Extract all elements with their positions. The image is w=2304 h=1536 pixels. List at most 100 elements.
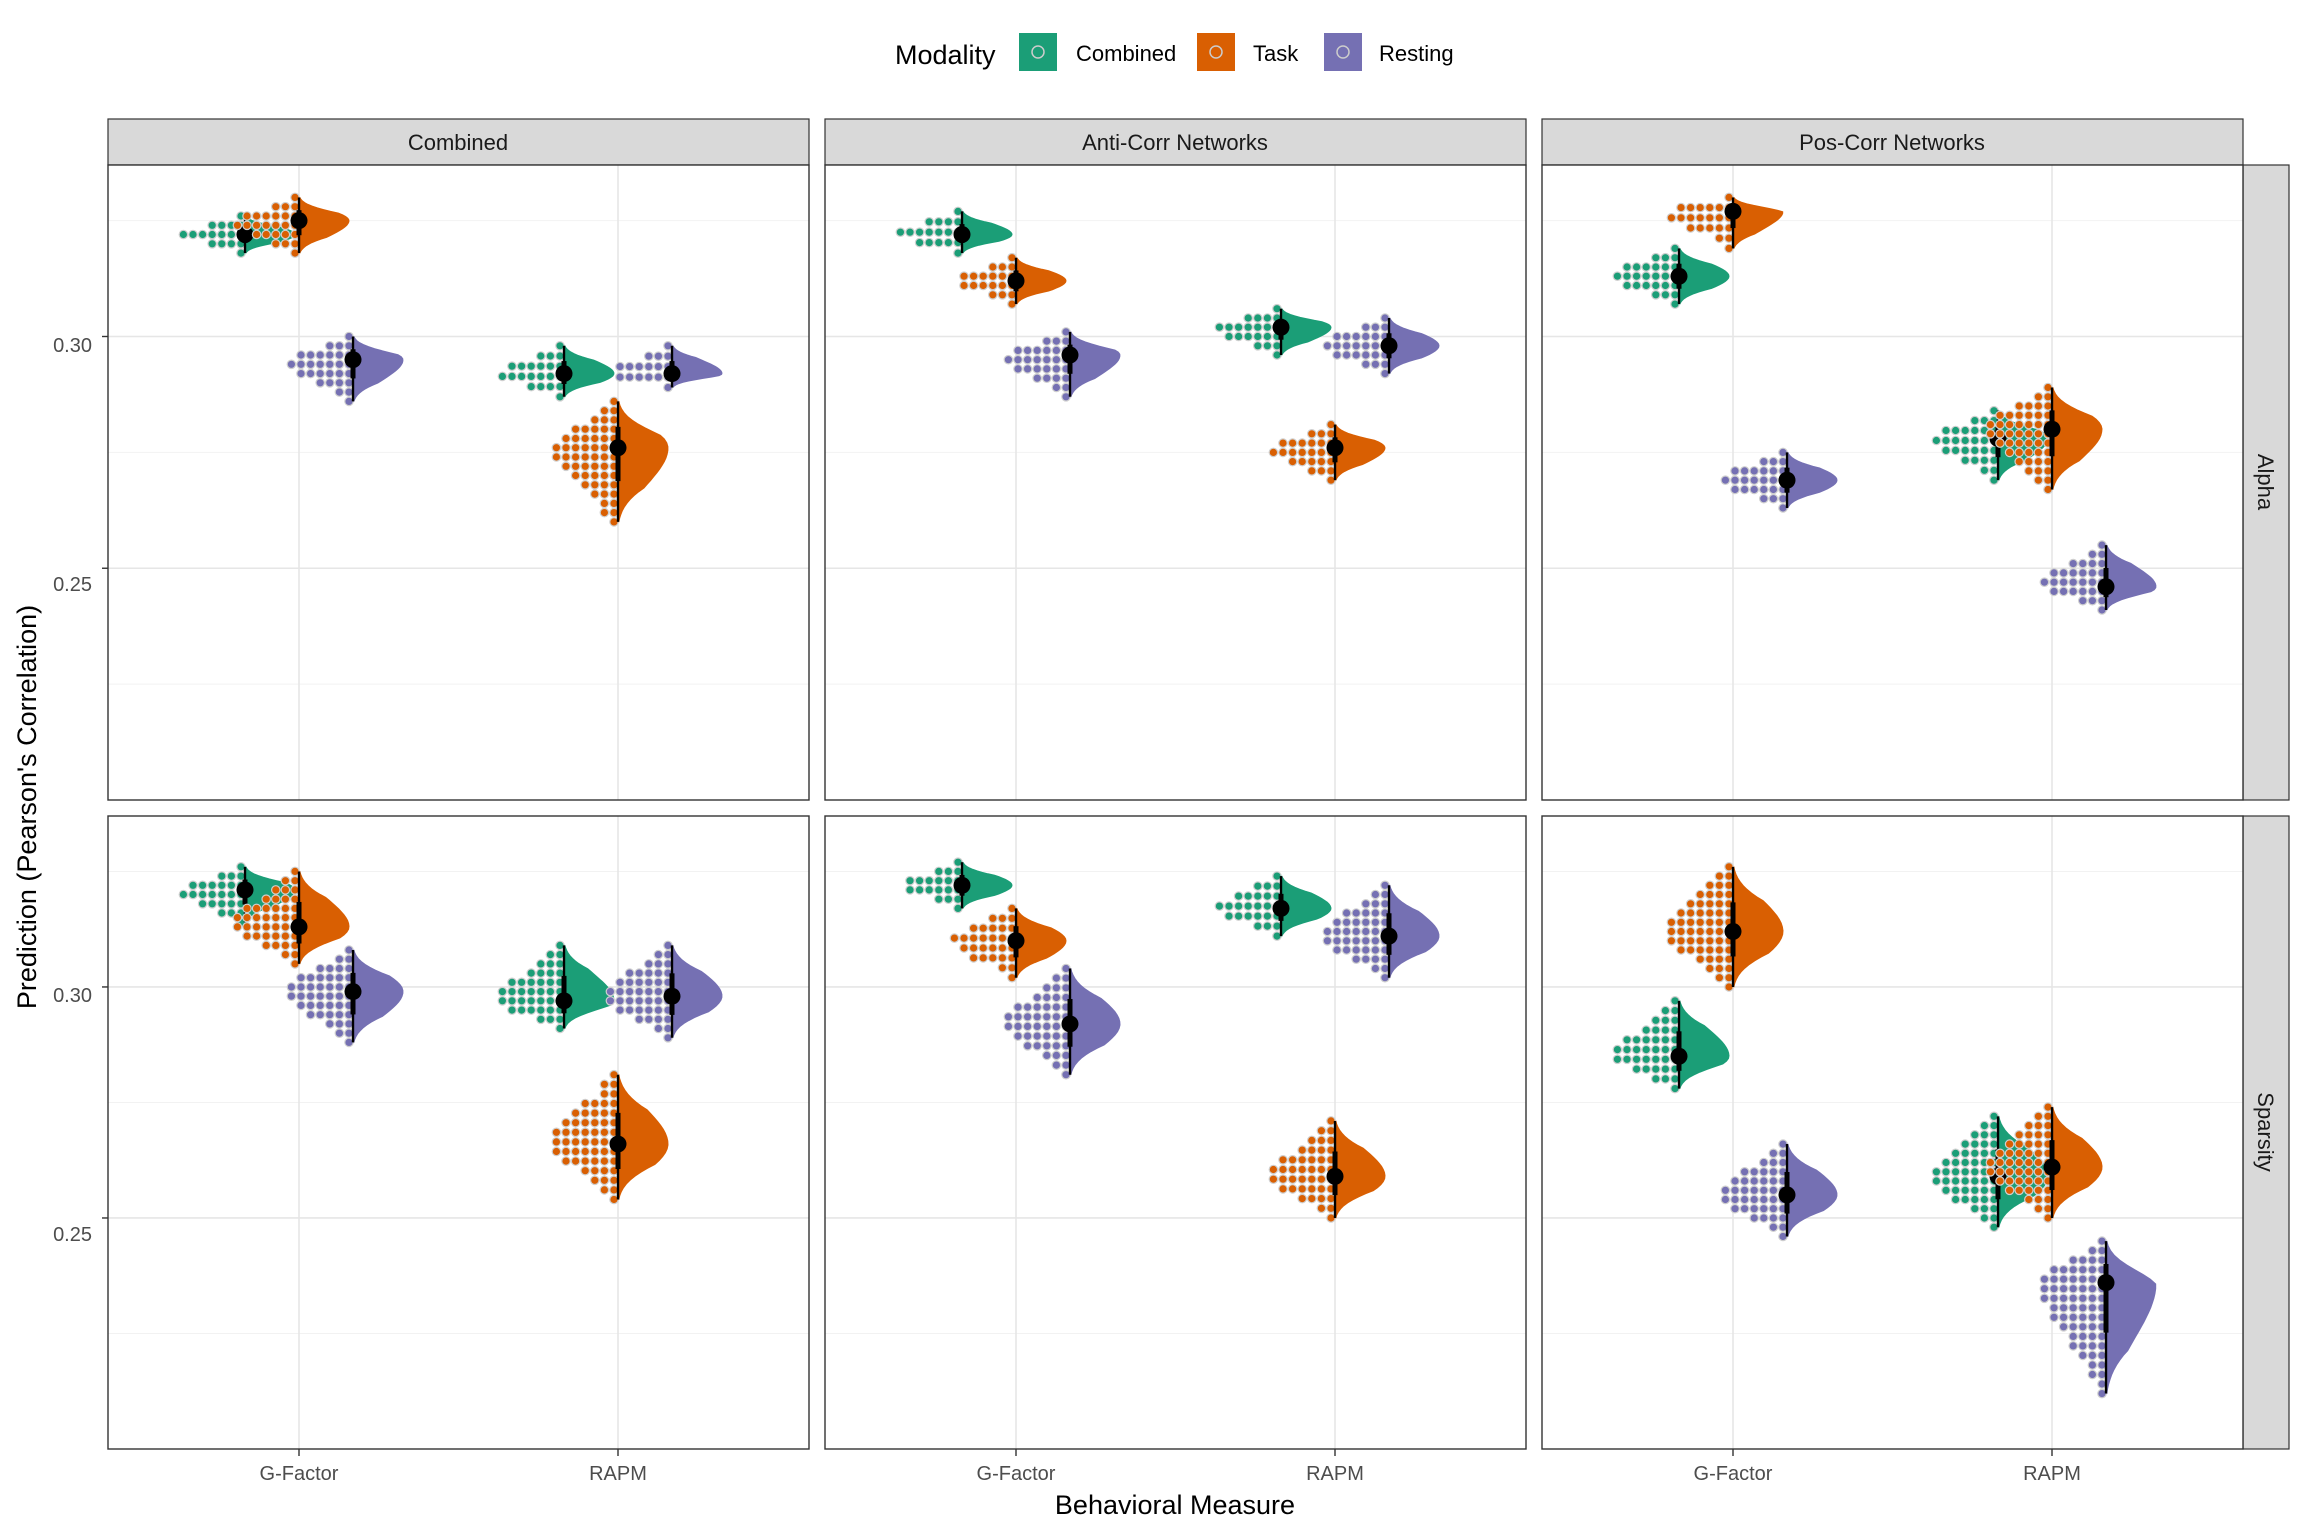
median-point-rapm-resting [1380, 337, 1398, 355]
rain-dot-g-factor-resting [1013, 1021, 1023, 1032]
rain-dot-rapm-resting [615, 995, 625, 1006]
rain-dot-g-factor-resting [1759, 1176, 1769, 1186]
rain-dot-rapm-resting [1341, 908, 1352, 918]
rain-dot-g-factor-combined [226, 871, 237, 881]
rain-dot-rapm-combined [1224, 331, 1234, 342]
rain-dot-g-factor-combined [924, 237, 934, 248]
rain-dot-g-factor-combined [943, 866, 954, 877]
rain-dot-rapm-combined [497, 986, 508, 997]
rain-dot-g-factor-task [232, 220, 243, 231]
rain-dot-g-factor-combined [226, 889, 237, 900]
rain-dot-rapm-task [589, 479, 600, 490]
rain-dot-rapm-task [1326, 1213, 1336, 1223]
rain-dot-g-factor-task [270, 201, 281, 212]
rain-dot-rapm-task [1297, 447, 1307, 458]
rain-dot-g-factor-task [978, 933, 988, 943]
rain-dot-g-factor-task [997, 262, 1008, 272]
rain-dot-rapm-task [561, 1146, 571, 1157]
rain-dot-rapm-combined [1931, 1167, 1942, 1177]
rain-dot-g-factor-combined [1641, 1044, 1651, 1055]
rain-dot-rapm-task [599, 1079, 610, 1090]
rain-dot-rapm-task [2024, 1120, 2034, 1131]
rain-dot-rapm-task [580, 479, 590, 490]
row-strips: Alpha Sparsity [2242, 164, 2290, 1450]
rain-dot-rapm-task [1297, 1164, 1307, 1175]
rain-dot-rapm-task [609, 1194, 619, 1205]
rain-dot-rapm-combined [1233, 891, 1244, 901]
rain-dot-g-factor-combined [226, 229, 237, 240]
rain-dot-g-factor-task [978, 271, 988, 281]
rain-dot-rapm-resting [2068, 1303, 2078, 1313]
rain-dot-rapm-task [2024, 1139, 2034, 1149]
rain-dot-rapm-combined [1989, 1111, 1999, 1122]
rain-dot-rapm-task [589, 1146, 600, 1157]
rain-dot-rapm-task [1268, 1164, 1279, 1175]
rain-dot-rapm-resting [1341, 945, 1352, 955]
rain-dot-g-factor-combined [1660, 262, 1671, 272]
panel-background [1542, 165, 2243, 800]
rain-dot-g-factor-task [270, 239, 281, 249]
cloud-rapm-task [617, 1074, 669, 1200]
rain-dot-g-factor-task [997, 943, 1008, 953]
rain-dot-g-factor-task [1714, 202, 1725, 213]
rain-dot-rapm-task [2014, 1176, 2024, 1186]
rain-dot-g-factor-combined [914, 885, 925, 895]
median-point-rapm-task [609, 1135, 627, 1153]
rain-dot-g-factor-resting [1042, 1002, 1052, 1012]
rain-dot-g-factor-resting [1749, 1167, 1759, 1177]
rain-dot-rapm-resting [2039, 1283, 2050, 1294]
legend-key-combined-dot [1031, 45, 1045, 59]
legend-label-task: Task [1253, 41, 1299, 66]
rain-dot-g-factor-resting [1051, 982, 1062, 993]
rain-dot-g-factor-resting [334, 963, 345, 974]
rain-dot-rapm-combined [1253, 921, 1263, 931]
rain-dot-g-factor-resting [334, 1009, 345, 1020]
rain-dot-rapm-resting [1341, 926, 1352, 937]
rain-dot-rapm-combined [1960, 1167, 1970, 1177]
rain-dot-rapm-task [599, 452, 610, 462]
rain-dot-rapm-combined [1960, 1176, 1970, 1186]
rain-dot-g-factor-resting [1768, 1222, 1779, 1232]
rain-dot-rapm-task [1278, 438, 1288, 448]
rain-dot-g-factor-combined [933, 227, 944, 237]
rain-dot-g-factor-resting [334, 387, 345, 397]
rain-dot-g-factor-task [1685, 926, 1696, 937]
rain-dot-rapm-task [609, 1069, 619, 1080]
rain-dot-g-factor-combined [1670, 995, 1680, 1006]
rain-dot-rapm-combined [535, 381, 546, 392]
rain-dot-g-factor-resting [305, 972, 316, 983]
rain-dot-rapm-task [2014, 456, 2024, 467]
rain-dot-rapm-resting [2068, 558, 2078, 569]
rain-dot-rapm-resting [1370, 340, 1381, 351]
rain-dot-rapm-resting [1322, 340, 1333, 351]
rain-dot-rapm-combined [1960, 435, 1970, 446]
rain-dot-g-factor-resting [1051, 1060, 1062, 1070]
rain-dot-g-factor-resting [1730, 466, 1740, 476]
rain-dot-g-factor-resting [1730, 1185, 1740, 1196]
rain-dot-g-factor-task [290, 192, 300, 203]
rain-dot-g-factor-task [1007, 299, 1017, 309]
rain-dot-rapm-task [561, 1156, 571, 1166]
rain-dot-g-factor-resting [334, 359, 345, 370]
rain-dot-g-factor-resting [1759, 1167, 1769, 1177]
median-point-g-factor-resting [1778, 1186, 1796, 1204]
rain-dot-g-factor-task [1695, 945, 1705, 955]
rain-dot-rapm-resting [1370, 331, 1381, 342]
rain-dot-g-factor-resting [1022, 1021, 1033, 1032]
legend: Modality Combined Task Resting [895, 33, 1454, 71]
rain-dot-rapm-combined [1979, 455, 1990, 466]
rain-dot-rapm-combined [1979, 1148, 1990, 1159]
rain-dot-rapm-combined [1224, 322, 1234, 332]
rain-dot-rapm-combined [526, 361, 536, 371]
rain-dot-g-factor-task [997, 280, 1008, 291]
rain-dot-g-factor-resting [286, 982, 297, 992]
rain-dot-g-factor-resting [334, 350, 345, 360]
rain-dot-g-factor-task [270, 931, 281, 941]
rain-dot-rapm-task [1307, 1155, 1317, 1165]
legend-key-resting-dot [1336, 45, 1350, 59]
rain-dot-rapm-resting [2049, 1312, 2059, 1323]
rain-dot-rapm-combined [1960, 1185, 1970, 1196]
rain-dot-rapm-combined [507, 371, 517, 382]
rain-dot-rapm-combined [507, 1005, 517, 1015]
rain-dot-g-factor-task [1705, 880, 1715, 891]
